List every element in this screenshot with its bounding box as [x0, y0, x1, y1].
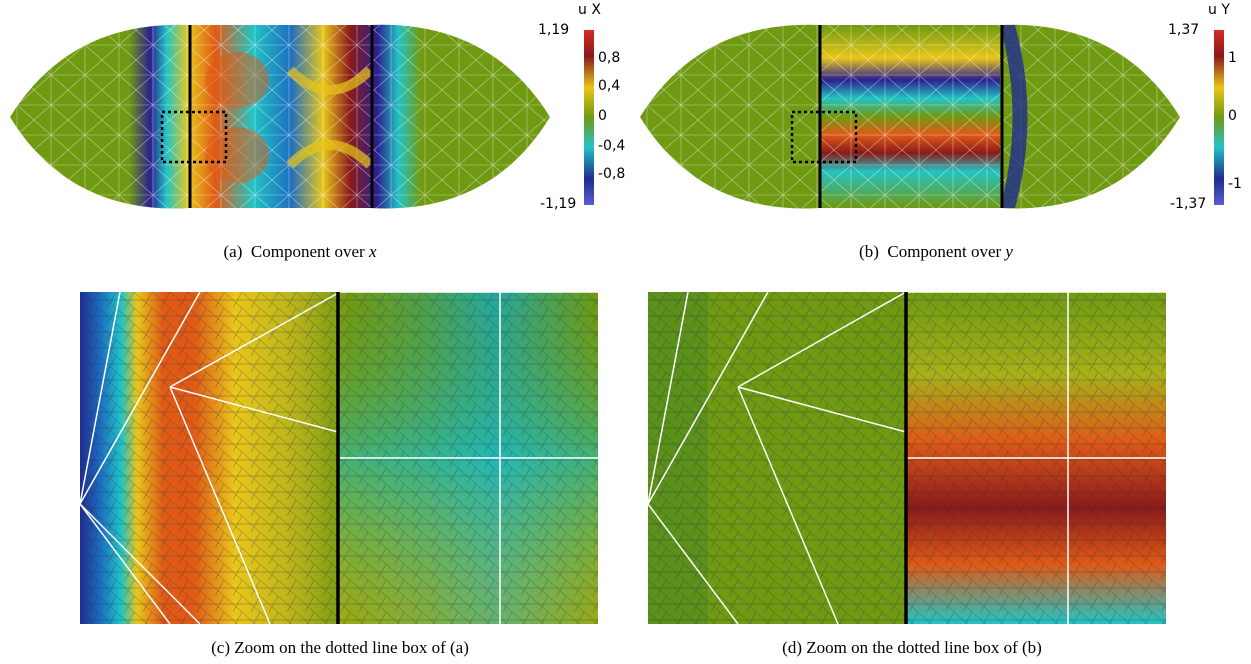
panel-a-caption: (a) Component over x [200, 242, 400, 262]
panel-c-plot [79, 291, 598, 625]
colorbar-title: u Y [1208, 2, 1230, 18]
colorbar-tick: -1,19 [540, 196, 577, 212]
caption-prefix: (b) [859, 242, 879, 261]
panel-d-caption: (d) Zoom on the dotted line box of (b) [782, 638, 1042, 657]
caption-text: Component over [887, 242, 1002, 261]
panel-d-plot [647, 291, 1166, 625]
colorbar-tick: -0,4 [598, 138, 626, 154]
dotted-zoom-box [790, 110, 858, 164]
panel-a-plot: u X 1,19 0,8 0,4 0 -0,4 -0,8 -1,19 [0, 0, 625, 230]
dotted-zoom-box [160, 110, 228, 164]
caption-prefix: (a) [223, 242, 243, 261]
colorbar-title: u X [578, 2, 601, 18]
panel-c-image [79, 291, 598, 625]
colorbar-tick: -1,37 [1170, 196, 1207, 212]
colorbar [1214, 30, 1224, 205]
panel-a-image [10, 24, 594, 209]
colorbar-tick: 0 [1228, 108, 1237, 124]
colorbar-tick: -0,8 [598, 166, 626, 182]
colorbar-tick: 0 [598, 108, 607, 124]
colorbar-tick: 0,8 [598, 50, 621, 66]
colorbar [584, 30, 594, 205]
panel-b-caption: (b) Component over y [836, 242, 1036, 262]
colorbar-tick: 1,19 [538, 22, 570, 38]
panel-b-image [640, 24, 1224, 209]
colorbar-tick: -1 [1228, 176, 1242, 192]
caption-text: Component over [250, 242, 365, 261]
panel-b-plot: u Y 1,37 1 0 -1 -1,37 [630, 0, 1251, 230]
colorbar-tick: 1 [1228, 50, 1237, 66]
caption-variable: y [1005, 242, 1013, 261]
colorbar-tick: 0,4 [598, 78, 621, 94]
caption-variable: x [368, 242, 377, 261]
panel-c-caption: (c) Zoom on the dotted line box of (a) [211, 638, 469, 657]
panel-d-image [647, 291, 1166, 625]
colorbar-tick: 1,37 [1168, 22, 1200, 38]
